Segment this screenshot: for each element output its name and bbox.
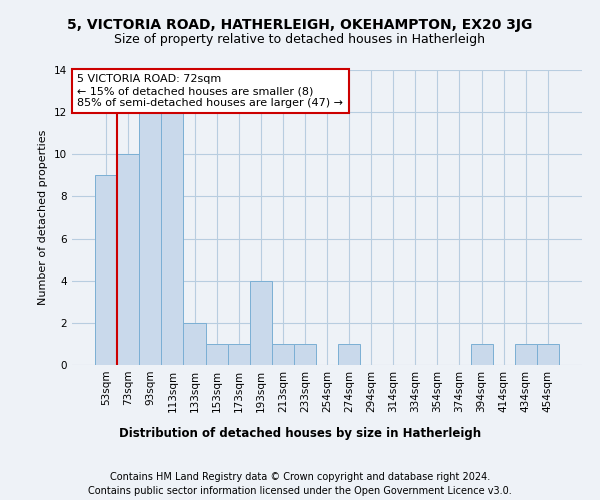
Bar [95, 176, 117, 365]
Text: Contains public sector information licensed under the Open Government Licence v3: Contains public sector information licen… [88, 486, 512, 496]
Text: 5 VICTORIA ROAD: 72sqm
← 15% of detached houses are smaller (8)
85% of semi-deta: 5 VICTORIA ROAD: 72sqm ← 15% of detached… [77, 74, 343, 108]
Bar [227, 344, 250, 365]
Text: 5, VICTORIA ROAD, HATHERLEIGH, OKEHAMPTON, EX20 3JG: 5, VICTORIA ROAD, HATHERLEIGH, OKEHAMPTO… [67, 18, 533, 32]
Bar [250, 280, 272, 365]
Bar [272, 344, 294, 365]
Y-axis label: Number of detached properties: Number of detached properties [38, 130, 49, 305]
Bar [338, 344, 360, 365]
Text: Distribution of detached houses by size in Hatherleigh: Distribution of detached houses by size … [119, 428, 481, 440]
Bar [139, 112, 161, 365]
Text: Size of property relative to detached houses in Hatherleigh: Size of property relative to detached ho… [115, 32, 485, 46]
Bar [184, 323, 206, 365]
Bar [470, 344, 493, 365]
Text: Contains HM Land Registry data © Crown copyright and database right 2024.: Contains HM Land Registry data © Crown c… [110, 472, 490, 482]
Bar [515, 344, 537, 365]
Bar [161, 112, 184, 365]
Bar [537, 344, 559, 365]
Bar [294, 344, 316, 365]
Bar [117, 154, 139, 365]
Bar [206, 344, 227, 365]
